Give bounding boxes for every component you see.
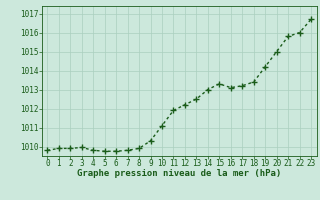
X-axis label: Graphe pression niveau de la mer (hPa): Graphe pression niveau de la mer (hPa) [77, 169, 281, 178]
